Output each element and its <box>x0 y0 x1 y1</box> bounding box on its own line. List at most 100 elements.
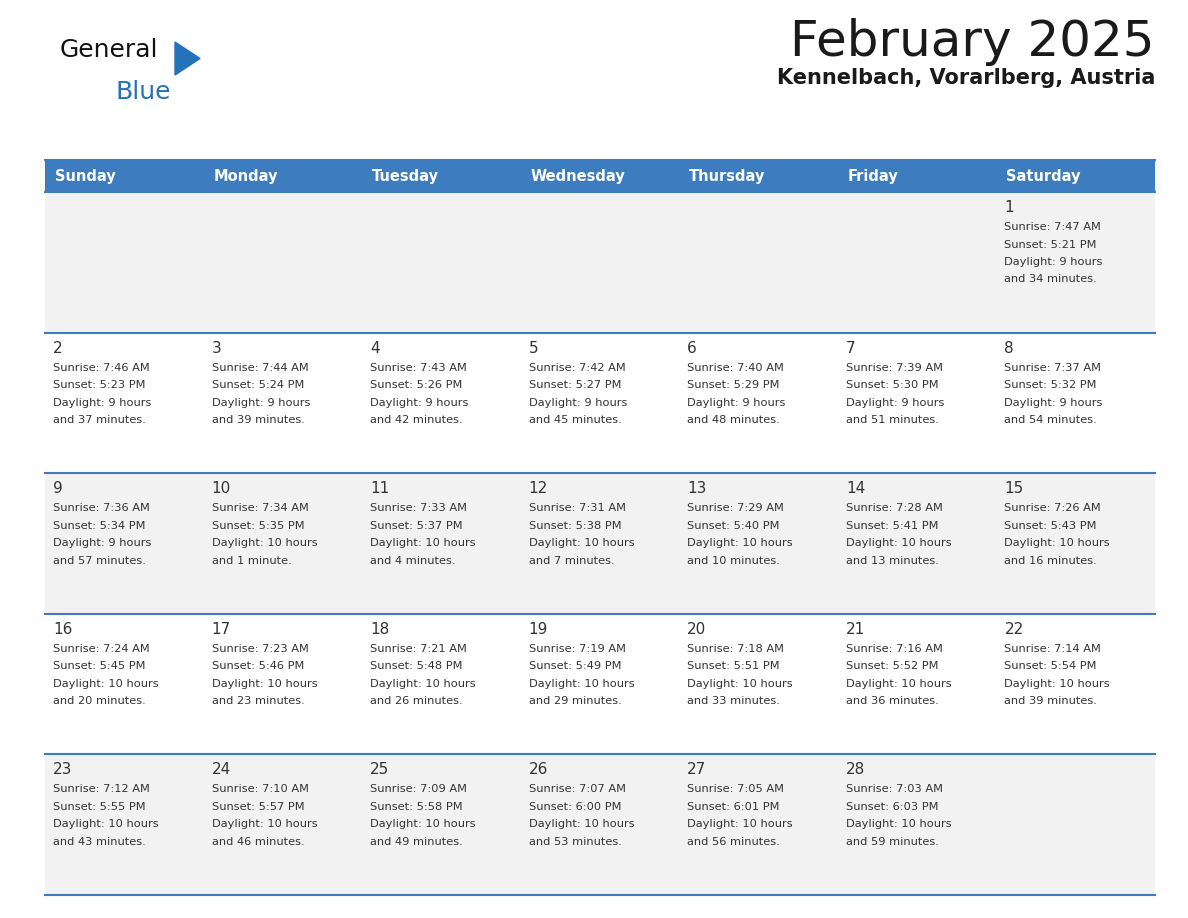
Text: Sunset: 5:30 PM: Sunset: 5:30 PM <box>846 380 939 390</box>
Text: and 43 minutes.: and 43 minutes. <box>53 837 146 847</box>
Bar <box>45 755 203 895</box>
Text: Saturday: Saturday <box>1006 169 1081 184</box>
Text: Sunset: 5:45 PM: Sunset: 5:45 PM <box>53 661 145 671</box>
Text: Sunrise: 7:19 AM: Sunrise: 7:19 AM <box>529 644 626 654</box>
Text: Sunrise: 7:05 AM: Sunrise: 7:05 AM <box>688 784 784 794</box>
Bar <box>997 332 1155 473</box>
Bar <box>203 332 362 473</box>
Text: Daylight: 9 hours: Daylight: 9 hours <box>1004 257 1102 267</box>
Text: 22: 22 <box>1004 621 1024 637</box>
Text: and 29 minutes.: and 29 minutes. <box>529 696 621 706</box>
Text: Daylight: 10 hours: Daylight: 10 hours <box>688 538 792 548</box>
Text: 16: 16 <box>53 621 72 637</box>
Text: 10: 10 <box>211 481 230 497</box>
Text: and 54 minutes.: and 54 minutes. <box>1004 415 1098 425</box>
Bar <box>997 192 1155 332</box>
Text: and 51 minutes.: and 51 minutes. <box>846 415 939 425</box>
Text: 2: 2 <box>53 341 63 355</box>
Text: and 1 minute.: and 1 minute. <box>211 555 291 565</box>
Text: Daylight: 10 hours: Daylight: 10 hours <box>53 678 159 688</box>
Text: General: General <box>61 38 158 62</box>
Text: Daylight: 10 hours: Daylight: 10 hours <box>688 820 792 829</box>
Text: Sunset: 5:24 PM: Sunset: 5:24 PM <box>211 380 304 390</box>
Text: Sunset: 5:48 PM: Sunset: 5:48 PM <box>371 661 462 671</box>
Text: 18: 18 <box>371 621 390 637</box>
Text: 23: 23 <box>53 763 72 778</box>
Text: 13: 13 <box>688 481 707 497</box>
Text: Daylight: 10 hours: Daylight: 10 hours <box>211 678 317 688</box>
Text: Sunrise: 7:44 AM: Sunrise: 7:44 AM <box>211 363 309 373</box>
Bar <box>680 332 838 473</box>
Text: Sunrise: 7:23 AM: Sunrise: 7:23 AM <box>211 644 309 654</box>
Bar <box>520 160 680 192</box>
Text: Sunset: 5:40 PM: Sunset: 5:40 PM <box>688 521 779 531</box>
Text: Sunrise: 7:09 AM: Sunrise: 7:09 AM <box>371 784 467 794</box>
Text: Sunset: 5:41 PM: Sunset: 5:41 PM <box>846 521 939 531</box>
Text: Sunset: 5:43 PM: Sunset: 5:43 PM <box>1004 521 1097 531</box>
Text: Sunrise: 7:07 AM: Sunrise: 7:07 AM <box>529 784 626 794</box>
Text: 14: 14 <box>846 481 865 497</box>
Text: February 2025: February 2025 <box>790 18 1155 66</box>
Text: Monday: Monday <box>214 169 278 184</box>
Text: 4: 4 <box>371 341 380 355</box>
Bar <box>838 160 997 192</box>
Bar <box>362 160 520 192</box>
Text: Kennelbach, Vorarlberg, Austria: Kennelbach, Vorarlberg, Austria <box>777 68 1155 88</box>
Text: Daylight: 10 hours: Daylight: 10 hours <box>846 820 952 829</box>
Text: and 46 minutes.: and 46 minutes. <box>211 837 304 847</box>
Text: and 16 minutes.: and 16 minutes. <box>1004 555 1098 565</box>
Text: Daylight: 10 hours: Daylight: 10 hours <box>371 678 475 688</box>
Text: Tuesday: Tuesday <box>372 169 440 184</box>
Text: Daylight: 9 hours: Daylight: 9 hours <box>1004 397 1102 408</box>
Text: Sunrise: 7:21 AM: Sunrise: 7:21 AM <box>371 644 467 654</box>
Text: 11: 11 <box>371 481 390 497</box>
Text: Daylight: 9 hours: Daylight: 9 hours <box>53 397 151 408</box>
Text: and 20 minutes.: and 20 minutes. <box>53 696 146 706</box>
Bar <box>997 614 1155 755</box>
Text: Sunrise: 7:40 AM: Sunrise: 7:40 AM <box>688 363 784 373</box>
Text: 24: 24 <box>211 763 230 778</box>
Text: Sunset: 5:55 PM: Sunset: 5:55 PM <box>53 802 146 812</box>
Text: Daylight: 9 hours: Daylight: 9 hours <box>846 397 944 408</box>
Text: Wednesday: Wednesday <box>531 169 625 184</box>
Text: Sunset: 5:27 PM: Sunset: 5:27 PM <box>529 380 621 390</box>
Text: Sunrise: 7:43 AM: Sunrise: 7:43 AM <box>371 363 467 373</box>
Bar <box>45 192 203 332</box>
Text: Daylight: 9 hours: Daylight: 9 hours <box>529 397 627 408</box>
Text: Daylight: 9 hours: Daylight: 9 hours <box>211 397 310 408</box>
Text: Sunrise: 7:39 AM: Sunrise: 7:39 AM <box>846 363 943 373</box>
Text: Sunset: 5:37 PM: Sunset: 5:37 PM <box>371 521 463 531</box>
Text: and 36 minutes.: and 36 minutes. <box>846 696 939 706</box>
Text: Sunrise: 7:03 AM: Sunrise: 7:03 AM <box>846 784 943 794</box>
Text: and 45 minutes.: and 45 minutes. <box>529 415 621 425</box>
Text: 7: 7 <box>846 341 855 355</box>
Text: and 33 minutes.: and 33 minutes. <box>688 696 781 706</box>
Text: Sunset: 5:34 PM: Sunset: 5:34 PM <box>53 521 145 531</box>
Polygon shape <box>175 42 200 75</box>
Text: Sunset: 5:54 PM: Sunset: 5:54 PM <box>1004 661 1097 671</box>
Bar <box>362 755 520 895</box>
Text: Sunset: 6:00 PM: Sunset: 6:00 PM <box>529 802 621 812</box>
Bar <box>203 192 362 332</box>
Text: Sunset: 5:35 PM: Sunset: 5:35 PM <box>211 521 304 531</box>
Text: and 39 minutes.: and 39 minutes. <box>1004 696 1098 706</box>
Text: Daylight: 10 hours: Daylight: 10 hours <box>688 678 792 688</box>
Text: 12: 12 <box>529 481 548 497</box>
Bar <box>997 160 1155 192</box>
Text: and 42 minutes.: and 42 minutes. <box>371 415 463 425</box>
Text: and 34 minutes.: and 34 minutes. <box>1004 274 1098 285</box>
Bar <box>680 160 838 192</box>
Bar <box>203 755 362 895</box>
Text: Sunset: 5:49 PM: Sunset: 5:49 PM <box>529 661 621 671</box>
Text: Sunrise: 7:28 AM: Sunrise: 7:28 AM <box>846 503 943 513</box>
Bar <box>45 332 203 473</box>
Text: 6: 6 <box>688 341 697 355</box>
Text: and 37 minutes.: and 37 minutes. <box>53 415 146 425</box>
Text: Sunset: 5:38 PM: Sunset: 5:38 PM <box>529 521 621 531</box>
Bar <box>680 473 838 614</box>
Text: Daylight: 9 hours: Daylight: 9 hours <box>371 397 468 408</box>
Bar <box>680 192 838 332</box>
Bar <box>45 473 203 614</box>
Text: Daylight: 9 hours: Daylight: 9 hours <box>53 538 151 548</box>
Text: Sunrise: 7:14 AM: Sunrise: 7:14 AM <box>1004 644 1101 654</box>
